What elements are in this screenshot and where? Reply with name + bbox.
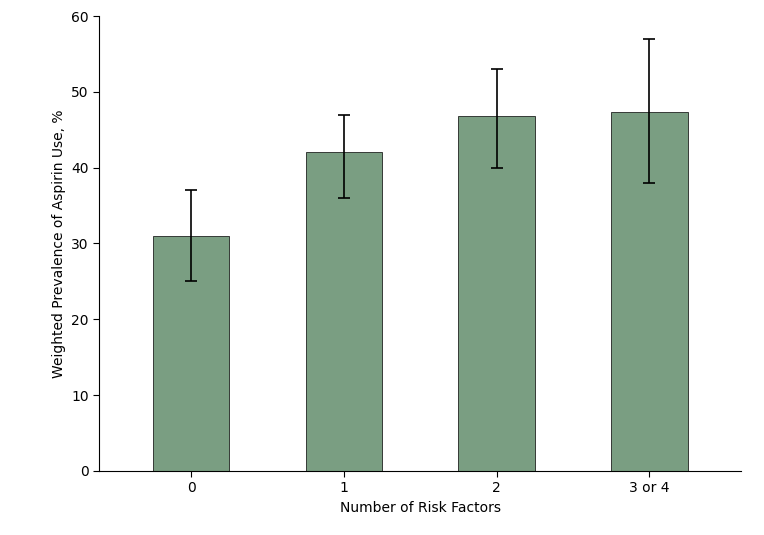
Bar [306, 152, 382, 471]
X-axis label: Number of Risk Factors: Number of Risk Factors [340, 501, 500, 515]
Bar [458, 116, 535, 471]
Y-axis label: Weighted Prevalence of Aspirin Use, %: Weighted Prevalence of Aspirin Use, % [52, 109, 66, 378]
Bar [611, 112, 688, 471]
Bar [153, 236, 229, 471]
